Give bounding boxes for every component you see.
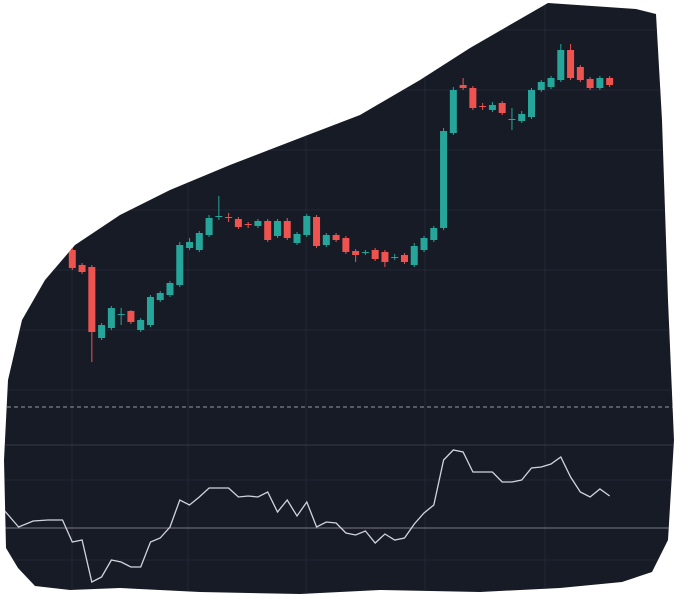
candle-body	[293, 234, 301, 243]
candle-body	[205, 218, 213, 235]
candle-body	[400, 255, 408, 262]
candle-body	[586, 79, 594, 88]
candle-body	[273, 221, 281, 236]
candle-body	[352, 251, 360, 255]
candle-body	[264, 221, 272, 240]
candle-body	[342, 238, 350, 252]
oscillator-line	[4, 449, 611, 583]
plot	[4, 44, 674, 583]
candle-body	[166, 283, 174, 295]
candle-body	[440, 131, 448, 228]
candle-body	[186, 242, 194, 248]
candle-body	[156, 293, 164, 300]
candle-body	[88, 267, 96, 332]
candle-body	[479, 106, 487, 107]
candle-body	[283, 221, 291, 238]
candle-body	[430, 228, 438, 240]
candle-body	[371, 250, 379, 259]
candle-body	[459, 85, 467, 88]
candle-body	[498, 103, 506, 113]
candle-body	[254, 221, 262, 226]
candle-body	[68, 250, 76, 268]
candle-body	[117, 314, 125, 315]
candle-body	[537, 82, 545, 90]
candle-body	[225, 217, 233, 218]
candle-body	[176, 245, 184, 285]
candle-body	[361, 252, 369, 253]
candle-body	[381, 252, 389, 262]
candle-body	[78, 265, 86, 272]
candle-body	[606, 78, 614, 85]
candle-body	[137, 320, 145, 330]
candle-body	[146, 297, 154, 325]
candle-body	[557, 50, 565, 80]
candle-body	[332, 235, 340, 240]
candle-body	[449, 90, 457, 133]
candle-body	[410, 246, 418, 265]
candle-body	[596, 78, 604, 88]
candle-body	[98, 325, 106, 338]
candle-body	[508, 119, 516, 120]
candle-body	[215, 216, 223, 217]
candle-body	[469, 88, 477, 108]
candle-body	[127, 311, 135, 322]
candle-body	[547, 78, 555, 87]
candle-body	[244, 224, 252, 225]
candle-body	[303, 216, 311, 235]
candle-body	[567, 50, 575, 78]
candle-body	[195, 233, 203, 250]
candle-body	[527, 90, 535, 117]
candle-body	[391, 257, 399, 258]
candle-body	[234, 219, 242, 227]
candle-body	[313, 217, 321, 246]
candle-body	[576, 67, 584, 80]
candle-body	[322, 235, 330, 245]
candle-body	[420, 238, 428, 250]
candle-body	[518, 114, 526, 121]
candle-body	[488, 105, 496, 110]
candle-body	[107, 308, 115, 328]
